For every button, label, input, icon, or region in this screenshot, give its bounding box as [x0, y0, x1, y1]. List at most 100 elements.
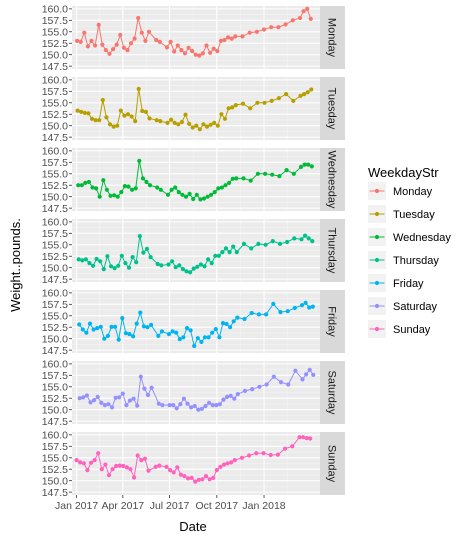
data-point — [300, 377, 305, 382]
data-point — [261, 451, 266, 456]
data-point — [170, 259, 175, 264]
data-point — [149, 322, 154, 327]
data-point — [128, 467, 133, 472]
y-tick-label: 152.5 — [42, 393, 68, 405]
data-point — [222, 116, 228, 121]
data-point — [142, 386, 147, 391]
data-point — [206, 257, 211, 262]
data-point — [299, 237, 304, 242]
data-point — [195, 336, 200, 341]
data-point — [133, 186, 138, 191]
data-point — [241, 176, 246, 181]
legend-title: WeekdayStr — [368, 165, 439, 180]
data-point — [184, 269, 189, 274]
data-point — [109, 405, 115, 410]
data-point — [157, 463, 162, 468]
y-tick-label: 150.0 — [42, 262, 68, 274]
legend-key-wednesday: Wednesday — [368, 228, 451, 246]
data-point — [99, 400, 104, 405]
data-point — [110, 467, 115, 472]
y-tick-label: 150.0 — [42, 333, 68, 345]
data-point — [200, 477, 205, 482]
data-point — [81, 395, 86, 400]
x-tick-label: Jan 2017 — [55, 500, 98, 512]
data-point — [85, 44, 90, 49]
data-point — [226, 106, 231, 111]
data-point — [276, 96, 281, 101]
data-point — [286, 382, 291, 387]
data-point — [219, 185, 224, 190]
data-point — [180, 267, 185, 272]
data-point — [98, 259, 103, 264]
y-tick-label: 155.0 — [42, 452, 68, 464]
data-point — [298, 93, 303, 98]
data-point — [83, 257, 88, 262]
y-tick-label: 150.0 — [42, 120, 68, 132]
data-point — [90, 185, 95, 190]
data-point — [87, 321, 93, 326]
data-point — [212, 120, 217, 125]
data-point — [141, 250, 146, 255]
data-point — [190, 48, 195, 54]
data-point — [310, 304, 315, 309]
data-point — [219, 112, 224, 117]
data-point — [137, 158, 142, 163]
data-point — [230, 176, 235, 181]
x-axis: Jan 2017 Apr 2017 Jul 2017 Oct 2017 Jan 2018 — [55, 495, 286, 512]
x-tick-label: Jul 2017 — [150, 500, 190, 512]
legend-key-tuesday: Tuesday — [368, 205, 435, 223]
legend-label: Friday — [393, 278, 424, 290]
data-point — [197, 53, 202, 58]
data-point — [226, 35, 231, 40]
data-point — [179, 119, 184, 125]
y-tick-label: 160.0 — [42, 217, 68, 229]
data-point — [75, 38, 80, 44]
data-point — [196, 407, 201, 412]
data-point — [167, 403, 172, 408]
legend-key-point — [374, 234, 380, 240]
data-point — [104, 187, 109, 192]
data-point — [193, 52, 198, 57]
y-tick-label: 157.5 — [42, 157, 68, 169]
data-point — [95, 394, 100, 399]
data-point — [144, 179, 149, 185]
data-point — [297, 15, 303, 21]
data-point — [179, 48, 184, 53]
data-point — [193, 479, 198, 484]
data-point — [218, 464, 223, 469]
y-tick-label: 160.0 — [42, 359, 68, 371]
data-point — [77, 396, 82, 401]
legend-key-point — [374, 303, 380, 309]
data-point — [137, 234, 142, 239]
data-point — [270, 239, 275, 244]
data-point — [91, 263, 96, 268]
data-point — [116, 337, 121, 342]
data-point — [113, 395, 118, 400]
data-point — [202, 264, 207, 269]
data-point — [93, 118, 98, 123]
data-point — [217, 335, 222, 340]
facet-strip — [320, 148, 345, 211]
data-point — [234, 250, 239, 255]
y-tick-label: 160.0 — [42, 146, 68, 158]
data-point — [220, 321, 226, 326]
data-point — [205, 194, 210, 199]
data-point — [194, 123, 199, 128]
data-point — [211, 475, 216, 480]
data-point — [107, 122, 113, 127]
data-point — [214, 468, 219, 473]
data-point — [229, 36, 234, 41]
data-point — [164, 45, 170, 50]
facet-strip — [320, 219, 345, 282]
data-point — [269, 25, 274, 30]
data-point — [92, 398, 97, 403]
data-point — [160, 403, 165, 408]
data-point — [168, 468, 173, 473]
data-point — [247, 453, 252, 458]
data-point — [157, 39, 162, 45]
y-tick-label: 155.0 — [42, 381, 68, 393]
data-point — [109, 324, 114, 329]
